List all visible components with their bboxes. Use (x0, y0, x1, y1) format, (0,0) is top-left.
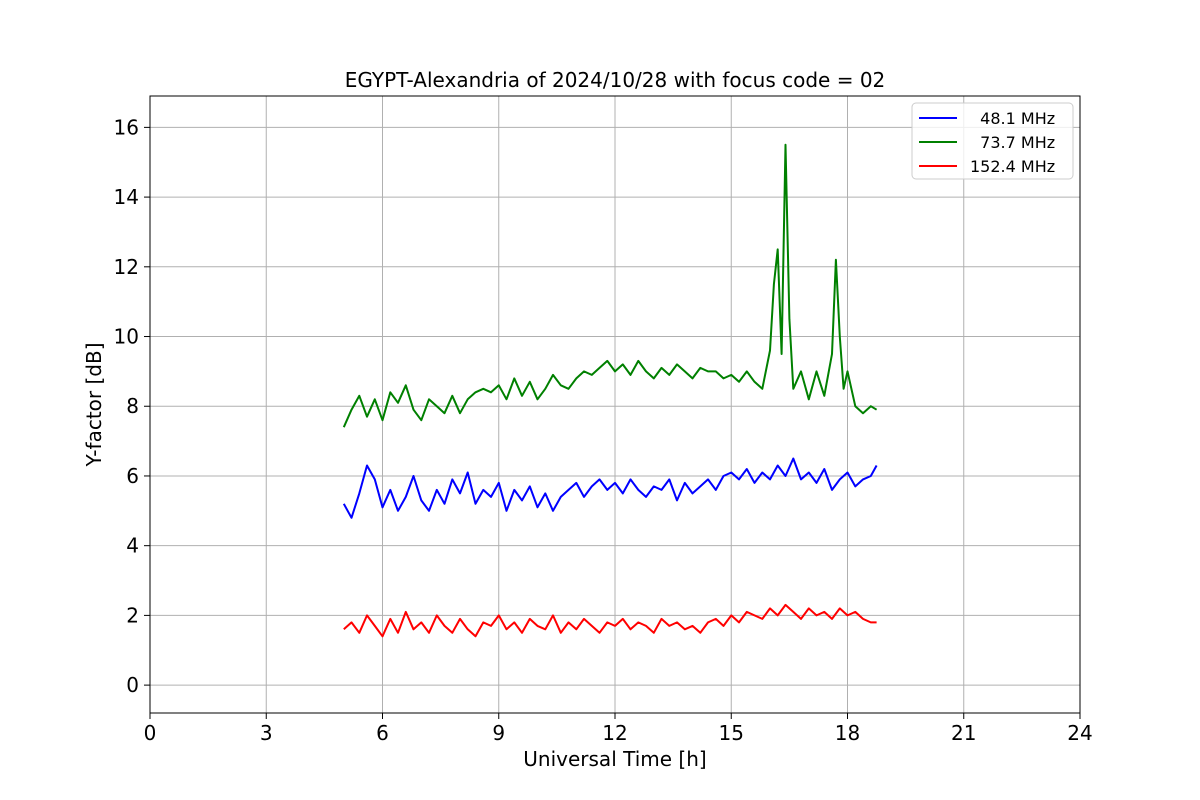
legend: 48.1 MHz 73.7 MHz 152.4 MHz (911, 102, 1074, 180)
x-tick-label: 6 (376, 721, 389, 745)
legend-box (911, 102, 1074, 180)
series-line-2 (343, 603, 877, 638)
x-tick-label: 21 (951, 721, 976, 745)
y-tick-label: 0 (126, 673, 139, 697)
series-line-0 (342, 457, 878, 519)
x-tick-label: 12 (602, 721, 627, 745)
x-axis-label: Universal Time [h] (523, 747, 706, 771)
y-tick-label: 6 (126, 464, 139, 488)
x-tick-label: 0 (144, 721, 157, 745)
x-tick-label: 3 (260, 721, 273, 745)
y-tick-label: 2 (126, 603, 139, 627)
legend-entry-label: 152.4 MHz (970, 157, 1055, 176)
y-tick-label: 14 (114, 185, 139, 209)
y-tick-label: 12 (114, 255, 139, 279)
series-line-1 (342, 143, 878, 428)
plot-area (342, 143, 878, 638)
y-tick-label: 4 (126, 534, 139, 558)
chart-title: EGYPT-Alexandria of 2024/10/28 with focu… (345, 68, 886, 92)
x-tick-label: 24 (1067, 721, 1092, 745)
y-tick-label: 16 (114, 115, 139, 139)
y-axis-label: Y-factor [dB] (82, 342, 106, 467)
legend-entry-label: 48.1 MHz (970, 109, 1055, 128)
x-tick-label: 18 (835, 721, 860, 745)
y-tick-label: 8 (126, 394, 139, 418)
legend-entry-label: 73.7 MHz (970, 133, 1055, 152)
x-tick-label: 9 (492, 721, 505, 745)
y-tick-label: 10 (114, 325, 139, 349)
x-tick-label: 15 (719, 721, 744, 745)
